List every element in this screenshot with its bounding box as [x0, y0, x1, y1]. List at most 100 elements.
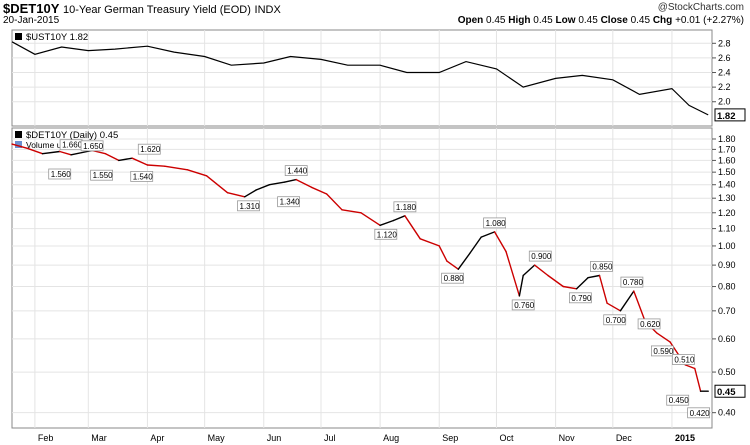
det-y-tick-label: 0.90: [718, 260, 736, 270]
annotation-label: 0.880: [444, 274, 465, 283]
open-label: Open: [457, 15, 484, 26]
det-series-segment: [694, 367, 702, 392]
ust-y-tick-label: 2.6: [718, 53, 731, 63]
annotation-box: [637, 318, 661, 330]
det-series-segment: [360, 212, 381, 227]
annotation-box: [511, 299, 535, 311]
x-tick-label: Dec: [616, 433, 633, 443]
det-y-tick-label: 1.30: [718, 193, 736, 203]
det-series-segment: [205, 175, 229, 194]
annotation-label: 1.120: [377, 230, 398, 239]
det-last-value: 0.45: [717, 387, 736, 398]
det-series-segment: [255, 183, 271, 191]
x-tick-label: May: [208, 433, 226, 443]
high-value: 0.45: [533, 15, 553, 26]
annotation-box: [528, 250, 552, 262]
det-series-segment: [379, 219, 395, 227]
det-series-segment: [11, 143, 28, 150]
symbol-description: 10-Year German Treasury Yield (EOD): [63, 4, 251, 16]
annotation-label: 0.450: [669, 396, 690, 405]
annotation-box: [90, 169, 113, 181]
annotation-label: 1.660: [62, 141, 83, 150]
det-series-segment: [295, 178, 313, 189]
det-series-segment: [392, 215, 406, 222]
det-y-tick-label: 0.60: [718, 334, 736, 344]
det-series-segment: [656, 332, 671, 343]
det-series-segment: [438, 245, 448, 262]
annotation-label: 0.900: [531, 252, 552, 261]
det-series-segment: [146, 164, 166, 167]
chart-date: 20-Jan-2015: [3, 15, 60, 26]
ust-series-line: [11, 41, 709, 116]
annotation-label: 1.650: [83, 142, 104, 151]
x-tick-label: Jul: [324, 433, 336, 443]
x-tick-label: Sep: [442, 433, 458, 443]
det-series-segment: [104, 152, 120, 162]
annotation-box: [620, 276, 644, 288]
ust-y-tick-label: 2.4: [718, 68, 731, 78]
annotation-box: [277, 196, 301, 208]
det-series-segment: [26, 147, 44, 155]
det-series-segment: [522, 264, 536, 277]
annotation-label: 1.550: [93, 171, 114, 180]
volume-legend: Volume undef: [26, 140, 79, 150]
x-tick-label: 2015: [675, 433, 695, 443]
det-last-value-box: [714, 384, 746, 398]
det-series-segment: [480, 231, 496, 238]
det-series-segment: [533, 264, 549, 277]
det-series-segment: [469, 236, 482, 255]
det-y-tick-label: 1.70: [718, 144, 736, 154]
annotation-label: 1.540: [133, 172, 154, 181]
det-y-tick-label: 1.50: [718, 167, 736, 177]
annotation-label: 1.180: [396, 203, 417, 212]
annotation-label: 1.080: [486, 219, 507, 228]
annotation-label: 1.340: [280, 198, 301, 207]
det-series-segment: [587, 274, 601, 279]
det-series-segment: [131, 157, 149, 166]
det-series-segment: [41, 150, 61, 155]
annotation-label: 0.850: [592, 263, 613, 272]
chg-label: Chg: [652, 15, 673, 26]
annotation-box: [80, 140, 104, 152]
det-series-segment: [518, 274, 524, 297]
ust-y-tick-label: 2.8: [718, 38, 731, 48]
annotation-label: 0.590: [653, 347, 674, 356]
det-series-segment: [163, 165, 189, 171]
det-series-segment: [457, 252, 471, 270]
chart-title: $DET10Y 10-Year German Treasury Yield (E…: [3, 1, 281, 16]
det-series-segment: [341, 209, 362, 214]
det-series-segment: [619, 290, 635, 312]
det-y-tick-label: 1.60: [718, 155, 736, 165]
annotation-label: 0.620: [640, 320, 661, 329]
det-series-segment: [562, 285, 578, 290]
annotation-box: [393, 201, 417, 213]
det-legend: $DET10Y (Daily) 0.45: [26, 130, 118, 141]
annotation-label: 1.560: [51, 170, 72, 179]
annotation-box: [666, 394, 690, 406]
det-series-segment: [284, 178, 297, 183]
x-tick-label: Jun: [267, 433, 282, 443]
det-legend-swatch: [15, 131, 22, 138]
det-y-tick-label: 0.40: [718, 408, 736, 418]
det-series-segment: [493, 231, 507, 253]
brand-label: @StockCharts.com: [657, 2, 744, 13]
open-value: 0.45: [486, 15, 506, 26]
det-series-segment: [186, 169, 208, 177]
det-panel: [11, 127, 713, 429]
annotation-box: [590, 261, 613, 272]
annotation-label: 0.780: [623, 278, 644, 287]
ust-last-value-box: [714, 108, 746, 122]
x-tick-label: Nov: [559, 433, 576, 443]
close-value: 0.45: [630, 15, 651, 26]
det-series-segment: [606, 302, 622, 312]
volume-legend-swatch: [15, 141, 22, 148]
annotation-box: [48, 168, 72, 180]
ohlc-readout: Open 0.45 High 0.45 Low 0.45 Close 0.45 …: [458, 15, 744, 26]
det-series-segment: [684, 364, 696, 370]
x-tick-label: Oct: [499, 433, 514, 443]
ust-legend-swatch: [15, 33, 22, 40]
det-series-segment: [59, 150, 72, 156]
ust-y-tick-label: 2.2: [718, 82, 731, 92]
det-y-tick-label: 1.20: [718, 208, 736, 218]
det-series-segment: [70, 149, 93, 156]
